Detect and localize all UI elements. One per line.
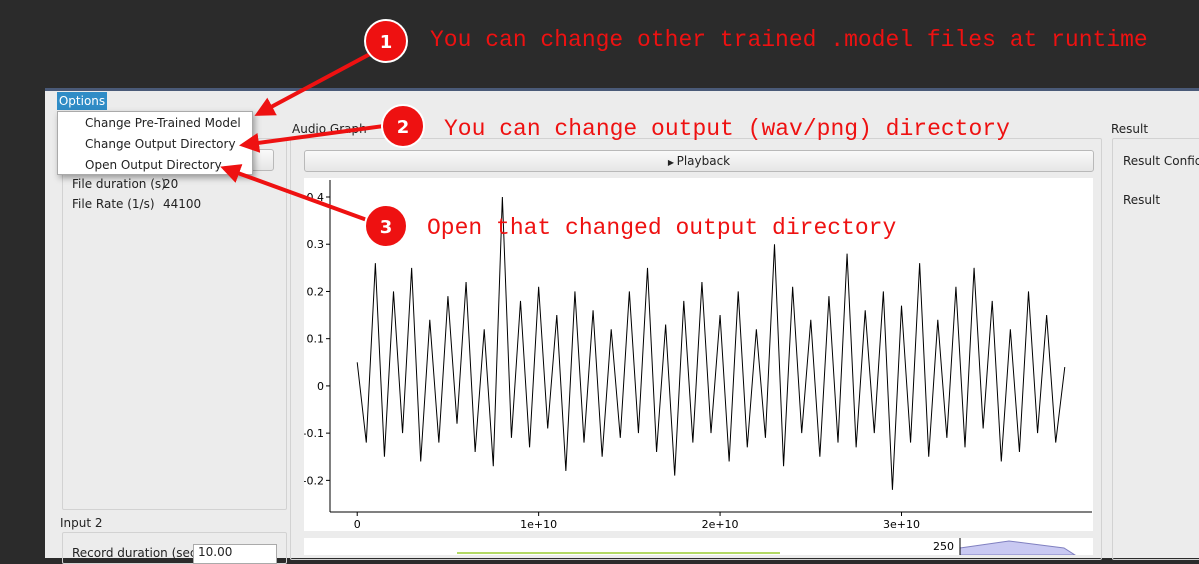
- y-tick-label: -0.2: [304, 474, 324, 487]
- field-value: 20: [163, 177, 179, 191]
- arrow: [220, 164, 368, 222]
- badge-number: 3: [380, 217, 393, 238]
- x-tick-label: 3e+10: [883, 518, 920, 531]
- y-tick-label: 0.1: [307, 333, 325, 346]
- badge: [364, 204, 408, 248]
- x-tick-label: 1e+10: [520, 518, 557, 531]
- lower-tick-label: 250: [933, 540, 954, 553]
- menu-item[interactable]: Change Pre-Trained Model: [85, 116, 241, 130]
- plot-background: [304, 178, 1093, 531]
- x-tick-label: 0: [354, 518, 361, 531]
- playback-label: Playback: [676, 154, 731, 168]
- y-tick-label: 0: [317, 380, 324, 393]
- badge: [364, 19, 408, 63]
- group-title: Input 2: [60, 516, 103, 530]
- annotation-text: You can change other trained .model file…: [430, 27, 1148, 53]
- x-tick-label: 2e+10: [702, 518, 739, 531]
- field-label: File duration (s): [72, 177, 166, 191]
- y-tick-label: -0.1: [304, 427, 324, 440]
- menu-options[interactable]: Options: [57, 92, 107, 110]
- arrow: [254, 52, 371, 116]
- lower-chart: 250: [304, 538, 1093, 555]
- group-title: Result: [1111, 122, 1149, 136]
- menu-item[interactable]: Open Output Directory: [85, 158, 222, 172]
- field-label: File Rate (1/s): [72, 197, 155, 211]
- audio-chart: 0.40.30.20.10-0.1-0.20 1e+10 2e+10 3e+10: [304, 178, 1093, 531]
- annotation-text: You can change output (wav/png) director…: [444, 116, 1010, 142]
- result-label: Result: [1123, 193, 1161, 207]
- waveform: [356, 196, 1066, 490]
- result-label: Result Confidence: [1123, 154, 1199, 168]
- y-tick-label: 0.2: [307, 285, 325, 298]
- badge: [381, 104, 425, 148]
- play-icon: ▶: [667, 158, 677, 167]
- playback-button[interactable]: ▶ Playback: [304, 150, 1094, 172]
- menu-item[interactable]: Change Output Directory: [85, 137, 236, 151]
- plot-background: [304, 538, 1093, 555]
- annotation-text: Open that changed output directory: [427, 215, 896, 241]
- badge-number: 1: [380, 32, 393, 53]
- field-value: 44100: [163, 197, 202, 211]
- arrow: [239, 124, 385, 153]
- badge-number: 2: [397, 117, 410, 138]
- y-tick-label: 0.3: [307, 238, 325, 251]
